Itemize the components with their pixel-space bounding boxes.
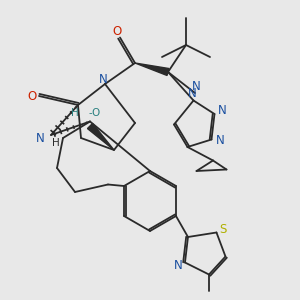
Text: N: N: [192, 80, 201, 93]
Text: N: N: [216, 134, 225, 148]
Text: O: O: [112, 25, 122, 38]
Text: N: N: [99, 73, 108, 86]
Text: H: H: [71, 107, 79, 118]
Text: N: N: [188, 87, 196, 101]
Text: O: O: [27, 89, 36, 103]
Text: N: N: [218, 104, 226, 118]
Text: N: N: [36, 131, 45, 145]
Text: N: N: [174, 259, 183, 272]
Text: S: S: [219, 223, 227, 236]
Polygon shape: [135, 63, 169, 76]
Polygon shape: [88, 124, 114, 150]
Text: -O: -O: [88, 107, 101, 118]
Text: H: H: [52, 138, 59, 148]
